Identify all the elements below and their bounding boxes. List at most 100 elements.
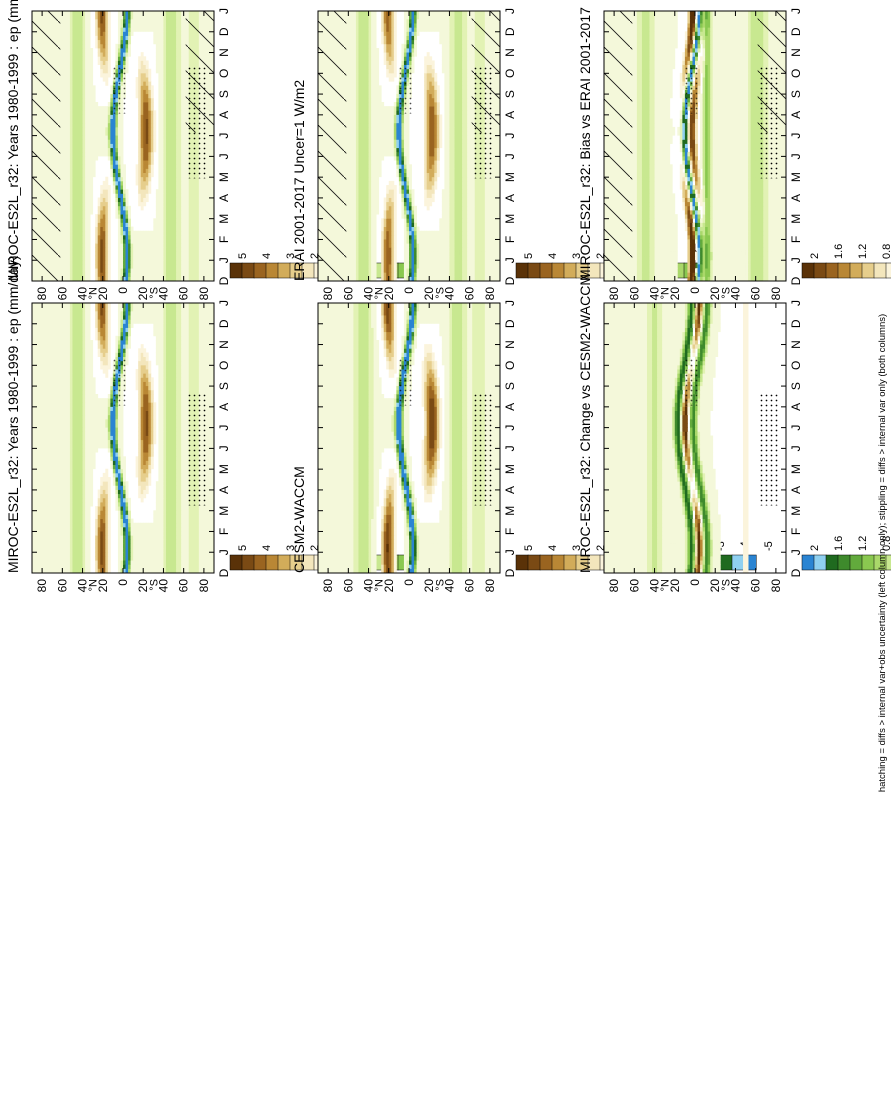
heatmap-cell — [178, 160, 182, 165]
heatmap-cell — [95, 143, 99, 149]
heatmap-cell — [143, 189, 147, 194]
heatmap-cell — [90, 68, 94, 74]
heatmap-cell — [120, 272, 124, 277]
heatmap-cell — [62, 164, 66, 169]
heatmap-cell — [44, 547, 48, 553]
heatmap-cell — [95, 560, 99, 565]
heatmap-cell — [155, 218, 159, 223]
heatmap-cell — [176, 197, 180, 203]
heatmap-cell — [171, 31, 174, 36]
heatmap-cell — [82, 135, 86, 140]
heatmap-cell — [130, 23, 134, 28]
heatmap-cell — [208, 160, 212, 165]
heatmap-cell — [203, 547, 207, 553]
heatmap-cell — [67, 101, 71, 107]
heatmap-cell — [165, 135, 169, 140]
heatmap-cell — [155, 52, 159, 57]
heatmap-cell — [90, 193, 94, 198]
heatmap-cell — [140, 68, 144, 74]
heatmap-cell — [150, 268, 154, 273]
heatmap-cell — [62, 535, 66, 540]
heatmap-cell — [135, 230, 139, 236]
heatmap-cell — [52, 551, 56, 557]
heatmap-cell — [72, 77, 76, 82]
heatmap-cell — [67, 189, 71, 194]
heatmap-cell — [117, 560, 121, 565]
heatmap-cell — [158, 539, 162, 544]
heatmap-cell — [138, 268, 142, 273]
heatmap-cell — [72, 23, 76, 28]
heatmap-cell — [148, 93, 152, 99]
heatmap-cell — [168, 126, 172, 132]
heatmap-cell — [64, 539, 68, 544]
heatmap-cell — [62, 555, 66, 561]
heatmap-cell — [117, 47, 121, 53]
heatmap-cell — [72, 31, 76, 36]
heatmap-cell — [206, 193, 210, 198]
heatmap-cell — [90, 89, 94, 95]
heatmap-cell — [160, 172, 164, 178]
heatmap-cell — [100, 518, 104, 524]
heatmap-cell — [117, 234, 121, 240]
heatmap-cell — [85, 564, 89, 569]
heatmap-cell — [171, 43, 174, 49]
heatmap-cell — [85, 101, 89, 107]
heatmap-cell — [143, 234, 147, 240]
heatmap-cell — [107, 209, 111, 215]
heatmap-cell — [160, 263, 164, 269]
heatmap-cell — [206, 197, 210, 203]
heatmap-cell — [100, 185, 104, 190]
heatmap-cell — [85, 560, 89, 565]
heatmap-cell — [165, 14, 169, 20]
heatmap-cell — [181, 89, 185, 95]
heatmap-cell — [145, 27, 149, 32]
heatmap-cell — [69, 547, 73, 553]
heatmap-cell — [181, 126, 185, 132]
heatmap-cell — [176, 526, 180, 532]
heatmap-cell — [97, 239, 101, 244]
heatmap-cell — [120, 522, 124, 528]
heatmap-cell — [138, 18, 142, 24]
heatmap-cell — [67, 31, 71, 36]
heatmap-cell — [72, 243, 76, 248]
heatmap-cell — [165, 56, 169, 61]
heatmap-cell — [42, 539, 46, 544]
heatmap-cell — [140, 234, 144, 240]
heatmap-cell — [64, 114, 68, 119]
heatmap-cell — [95, 268, 99, 273]
heatmap-cell — [178, 81, 182, 86]
heatmap-cell — [181, 168, 185, 173]
heatmap-cell — [186, 239, 190, 244]
heatmap-cell — [165, 164, 169, 169]
heatmap-cell — [82, 547, 86, 553]
heatmap-cell — [171, 18, 174, 24]
heatmap-cell — [57, 547, 61, 553]
heatmap-cell — [173, 101, 177, 107]
heatmap-cell — [117, 168, 121, 173]
heatmap-cell — [100, 151, 104, 157]
heatmap-cell — [143, 268, 147, 273]
heatmap-cell — [165, 259, 169, 265]
heatmap-cell — [62, 226, 66, 232]
heatmap-cell — [39, 526, 43, 532]
heatmap-cell — [176, 23, 180, 28]
heatmap-cell — [120, 122, 124, 128]
heatmap-cell — [165, 547, 169, 553]
heatmap-cell — [181, 35, 185, 41]
heatmap-cell — [64, 193, 68, 198]
heatmap-cell — [176, 168, 180, 173]
heatmap-cell — [125, 52, 129, 57]
heatmap-cell — [42, 560, 46, 565]
heatmap-cell — [125, 197, 129, 203]
heatmap-cell — [74, 201, 78, 207]
heatmap-cell — [191, 230, 195, 236]
heatmap-cell — [100, 263, 104, 269]
heatmap-cell — [100, 272, 104, 277]
heatmap-cell — [193, 222, 197, 227]
heatmap-cell — [87, 251, 91, 257]
heatmap-cell — [188, 218, 192, 223]
heatmap-cell — [74, 189, 78, 194]
heatmap-cell — [138, 197, 142, 203]
heatmap-cell — [183, 247, 187, 252]
heatmap-cell — [102, 47, 106, 53]
